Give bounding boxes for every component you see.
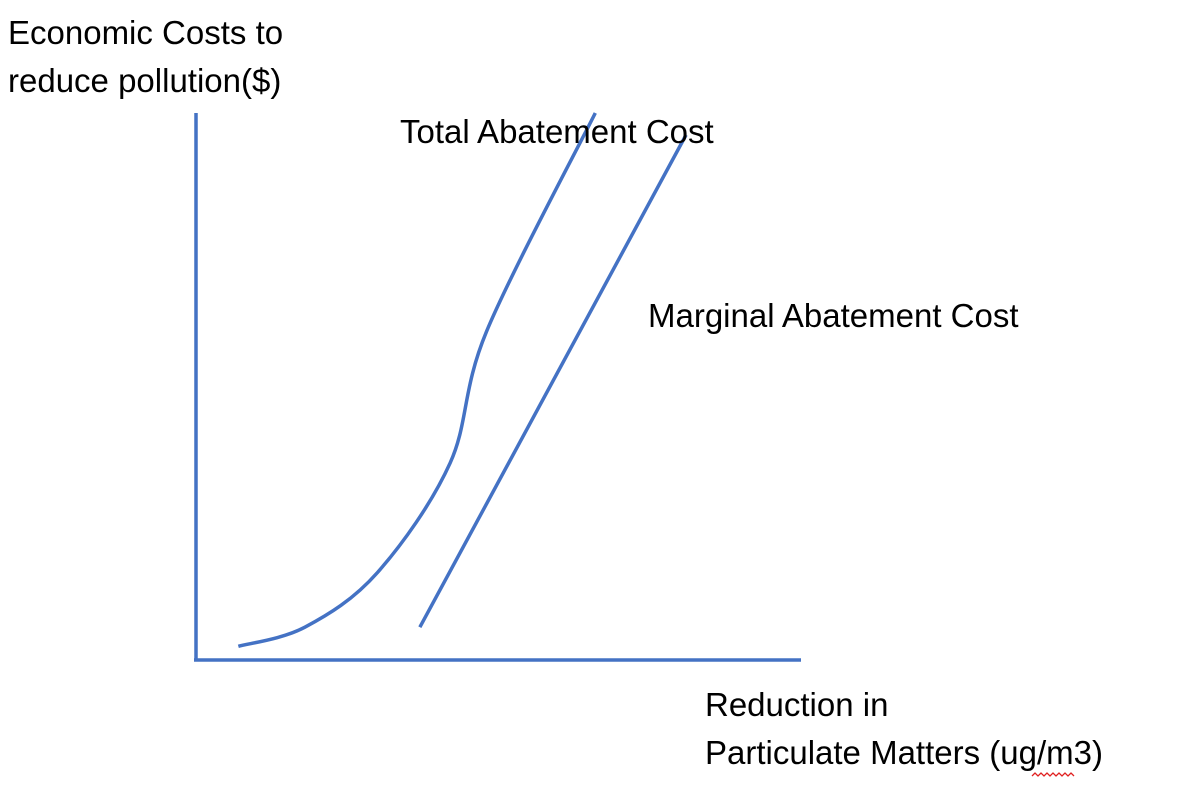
x-axis-label-line-2: Particulate Matters (ug/m3) [705,734,1103,771]
x-axis-label-line-1: Reduction in [705,686,888,723]
y-axis-label-line-2: reduce pollution($) [8,62,281,99]
y-axis-label: Economic Costs to reduce pollution($) [8,14,292,99]
x-axis-label: Reduction in Particulate Matters (ug/m3) [705,686,1103,771]
spellcheck-underline [1031,772,1075,777]
axes [194,113,801,662]
y-axis-label-line-1: Economic Costs to [8,14,283,51]
total-abatement-cost-curve [237,112,597,649]
marginal-abatement-cost-curve [418,134,688,629]
series-layer [237,112,688,649]
marginal-abatement-cost-label: Marginal Abatement Cost [648,297,1019,334]
total-abatement-cost-label: Total Abatement Cost [400,113,714,150]
